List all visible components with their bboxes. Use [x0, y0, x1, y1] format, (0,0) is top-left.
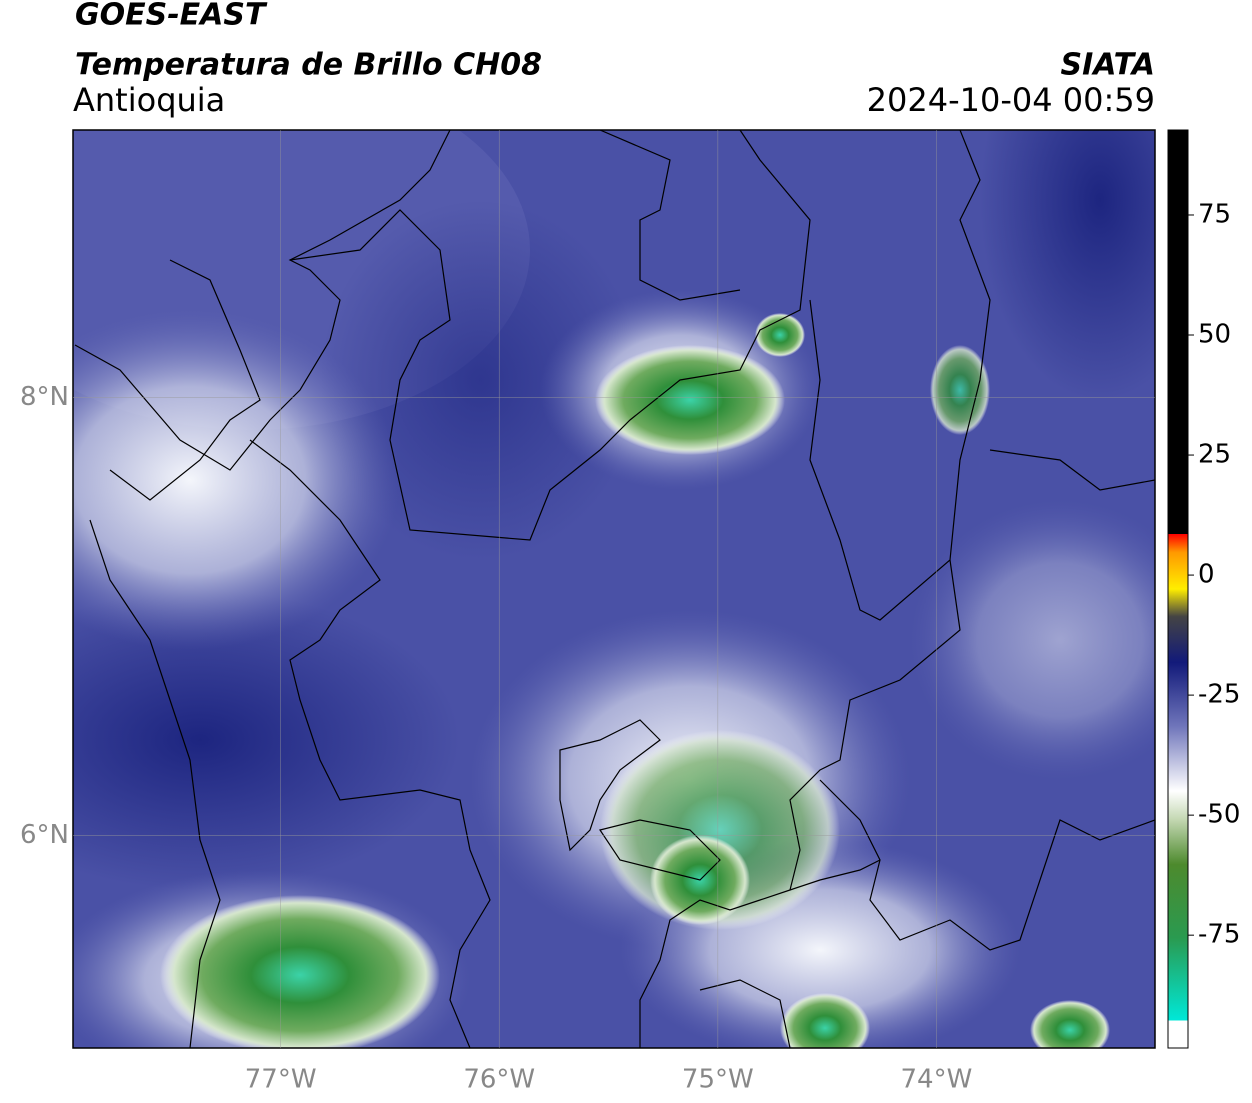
colorbar-tick-label: 25: [1198, 440, 1231, 470]
x-tick-label: 74°W: [901, 1065, 973, 1095]
map-frame: [72, 129, 1156, 1049]
region: Antioquia: [73, 81, 225, 119]
colorbar: [1167, 129, 1189, 1049]
y-tick-label: 8°N: [20, 382, 69, 412]
map-imagery: [73, 130, 1155, 1048]
colorbar-tick-label: 75: [1198, 199, 1231, 229]
colorbar-tick-label: -25: [1198, 680, 1240, 710]
colorbar-tick-label: 50: [1198, 320, 1231, 350]
borders: [74, 130, 1155, 1048]
datetime: 2024-10-04 00:59: [867, 81, 1155, 119]
colorbar-tick-label: -75: [1198, 920, 1240, 950]
title: GOES-EAST: [75, 0, 268, 33]
subtitle: Temperatura de Brillo CH08: [75, 48, 542, 83]
x-tick-label: 75°W: [682, 1065, 754, 1095]
x-tick-label: 76°W: [463, 1065, 535, 1095]
x-tick-label: 77°W: [245, 1065, 317, 1095]
colorbar-tick-label: 0: [1198, 560, 1215, 590]
y-tick-label: 6°N: [20, 820, 69, 850]
colorbar-tick-label: -50: [1198, 800, 1240, 830]
brand: SIATA: [1061, 48, 1155, 83]
